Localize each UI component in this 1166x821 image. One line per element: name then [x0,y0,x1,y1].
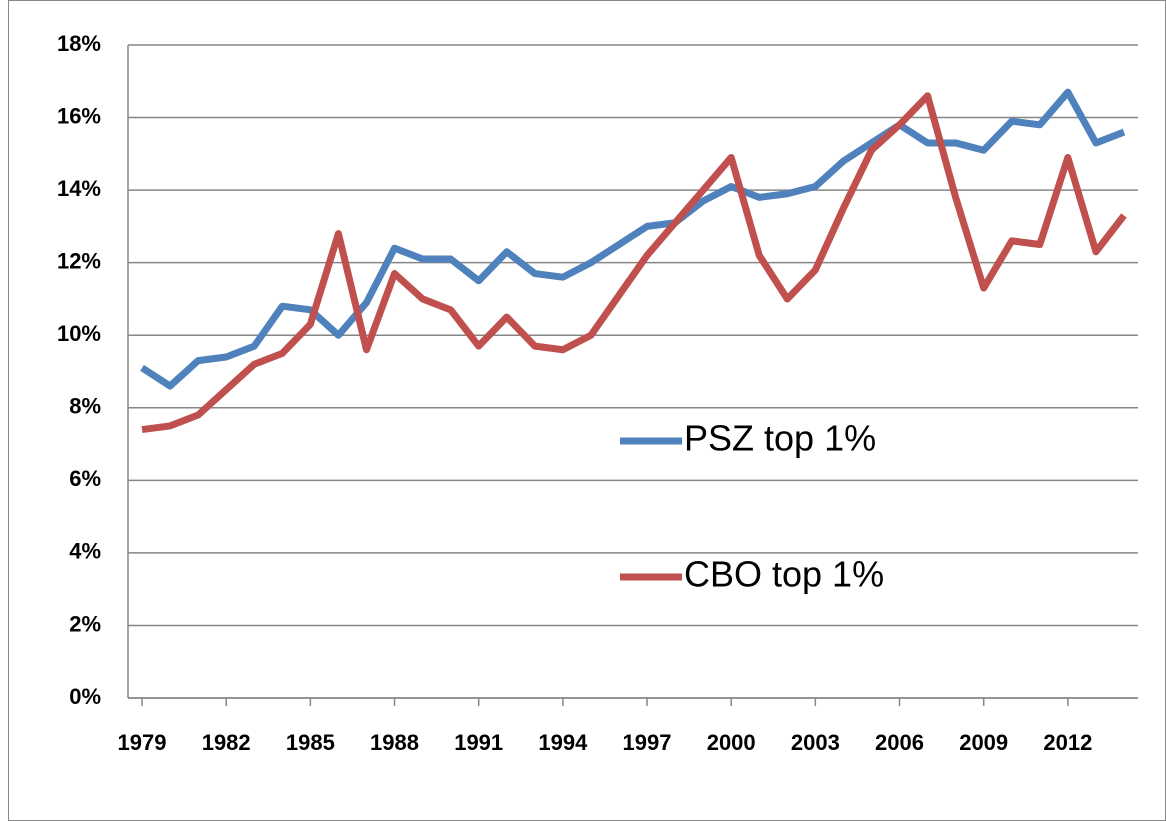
y-tick-label: 8% [69,394,101,419]
y-tick-label: 4% [69,539,101,564]
line-series [141,92,1127,434]
line-series [140,88,1126,390]
x-tick-label: 1994 [538,730,588,755]
x-tick-label: 1982 [202,730,251,755]
y-tick-label: 16% [57,103,101,128]
y-tick-label: 6% [69,466,101,491]
y-tick-label: 2% [69,611,101,636]
x-tick-label: 2012 [1043,730,1092,755]
x-tick-label: 1985 [286,730,335,755]
x-tick-label: 1997 [623,730,672,755]
x-tick-label: 1991 [454,730,503,755]
legend-label: CBO top 1% [684,554,884,595]
x-tick-label: 2009 [959,730,1008,755]
x-tick-label: 2003 [791,730,840,755]
y-tick-label: 0% [69,684,101,709]
legend-label: PSZ top 1% [684,418,876,459]
y-tick-label: 18% [57,31,101,56]
x-tick-label: 1979 [118,730,167,755]
x-tick-label: 2006 [875,730,924,755]
x-tick-label: 1988 [370,730,419,755]
y-tick-label: 14% [57,176,101,201]
y-tick-label: 12% [57,248,101,273]
x-tick-label: 2000 [707,730,756,755]
y-tick-label: 10% [57,321,101,346]
